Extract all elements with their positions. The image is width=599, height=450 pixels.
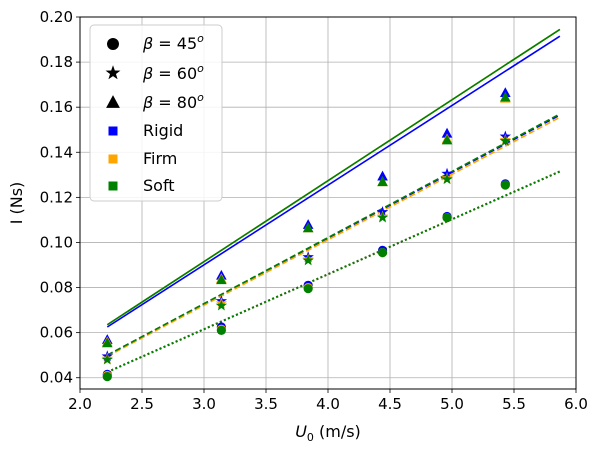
data-point-soft-beta-60	[376, 211, 389, 223]
x-tick-label: 3.5	[254, 395, 278, 413]
data-point-soft-beta-45	[303, 284, 313, 294]
data-point-soft-beta-80	[377, 176, 388, 187]
x-axis-label: U0 (m/s)	[295, 422, 361, 444]
fit-lines	[106, 28, 561, 374]
data-point-soft-beta-80	[302, 222, 314, 233]
x-tick-label: 3.0	[192, 395, 216, 413]
y-tick-label: 0.06	[40, 324, 73, 342]
legend-marker-triangle	[106, 95, 120, 108]
data-point-soft-beta-80	[216, 274, 227, 285]
fit-line-solid-80	[106, 35, 561, 328]
data-point-soft-beta-45	[216, 325, 226, 335]
data-point-soft-beta-60	[215, 299, 228, 311]
y-tick-label: 0.20	[40, 8, 73, 26]
legend-box	[89, 24, 223, 202]
y-tick-label: 0.10	[40, 233, 73, 251]
legend-marker-circle	[107, 38, 119, 50]
fit-line-dashed-60	[106, 113, 561, 356]
legend-markers	[105, 38, 121, 191]
data-point-soft-beta-60	[499, 135, 512, 146]
data-point-rigid-beta-80	[377, 170, 388, 181]
legend-entry-beta-80: β = 80o	[142, 91, 204, 112]
x-tick-label: 2.0	[68, 395, 92, 413]
legend-marker-square	[108, 181, 118, 191]
y-axis-label: I (Ns)	[7, 182, 26, 225]
data-point-soft-beta-80	[500, 91, 511, 102]
fit-line-dashed-60	[106, 116, 561, 358]
legend-entry-beta-45: β = 45o	[142, 32, 204, 53]
data-points	[101, 87, 512, 382]
y-tick-label: 0.12	[40, 188, 73, 206]
data-point-soft-beta-45	[500, 180, 510, 190]
data-point-soft-beta-80	[441, 134, 453, 145]
x-axis-ticks: 2.0 2.5 3.0 3.5 4.0 4.5 5.0 5.5 6.0	[68, 389, 588, 413]
data-point-soft-beta-45	[377, 248, 388, 258]
data-point-soft-beta-60	[101, 353, 113, 365]
y-axis-ticks: 0.04 0.06 0.08 0.10 0.12 0.14 0.16 0.18 0.20	[40, 8, 80, 387]
data-point-soft-beta-60	[302, 254, 314, 266]
data-point-soft-beta-60	[441, 173, 453, 185]
fit-line-dotted-45	[106, 170, 561, 374]
y-tick-label: 0.16	[40, 98, 73, 116]
fit-line-solid-80	[106, 28, 561, 326]
y-tick-label: 0.04	[40, 369, 73, 387]
legend-entry-rigid: Rigid	[143, 121, 183, 140]
legend-entry-firm: Firm	[143, 149, 177, 168]
x-tick-label: 5.5	[502, 395, 526, 413]
x-tick-label: 2.5	[130, 395, 154, 413]
legend-entry-soft: Soft	[143, 176, 175, 195]
data-point-soft-beta-80	[101, 337, 113, 348]
data-point-rigid-beta-80	[441, 127, 453, 138]
legend: β = 45o β = 60o β = 80o Rigid Firm Soft	[89, 24, 223, 202]
y-tick-label: 0.14	[40, 143, 73, 161]
x-tick-label: 5.0	[440, 395, 464, 413]
data-point-soft-beta-45	[102, 372, 112, 382]
x-tick-label: 4.5	[378, 395, 402, 413]
legend-marker-star	[105, 65, 121, 80]
x-tick-label: 4.0	[316, 395, 340, 413]
x-tick-label: 6.0	[564, 395, 588, 413]
y-tick-label: 0.18	[40, 53, 73, 71]
legend-entry-beta-60: β = 60o	[142, 62, 204, 83]
y-tick-label: 0.08	[40, 279, 73, 297]
legend-marker-square	[108, 126, 118, 136]
legend-marker-square	[108, 154, 118, 164]
data-point-soft-beta-45	[442, 213, 452, 223]
